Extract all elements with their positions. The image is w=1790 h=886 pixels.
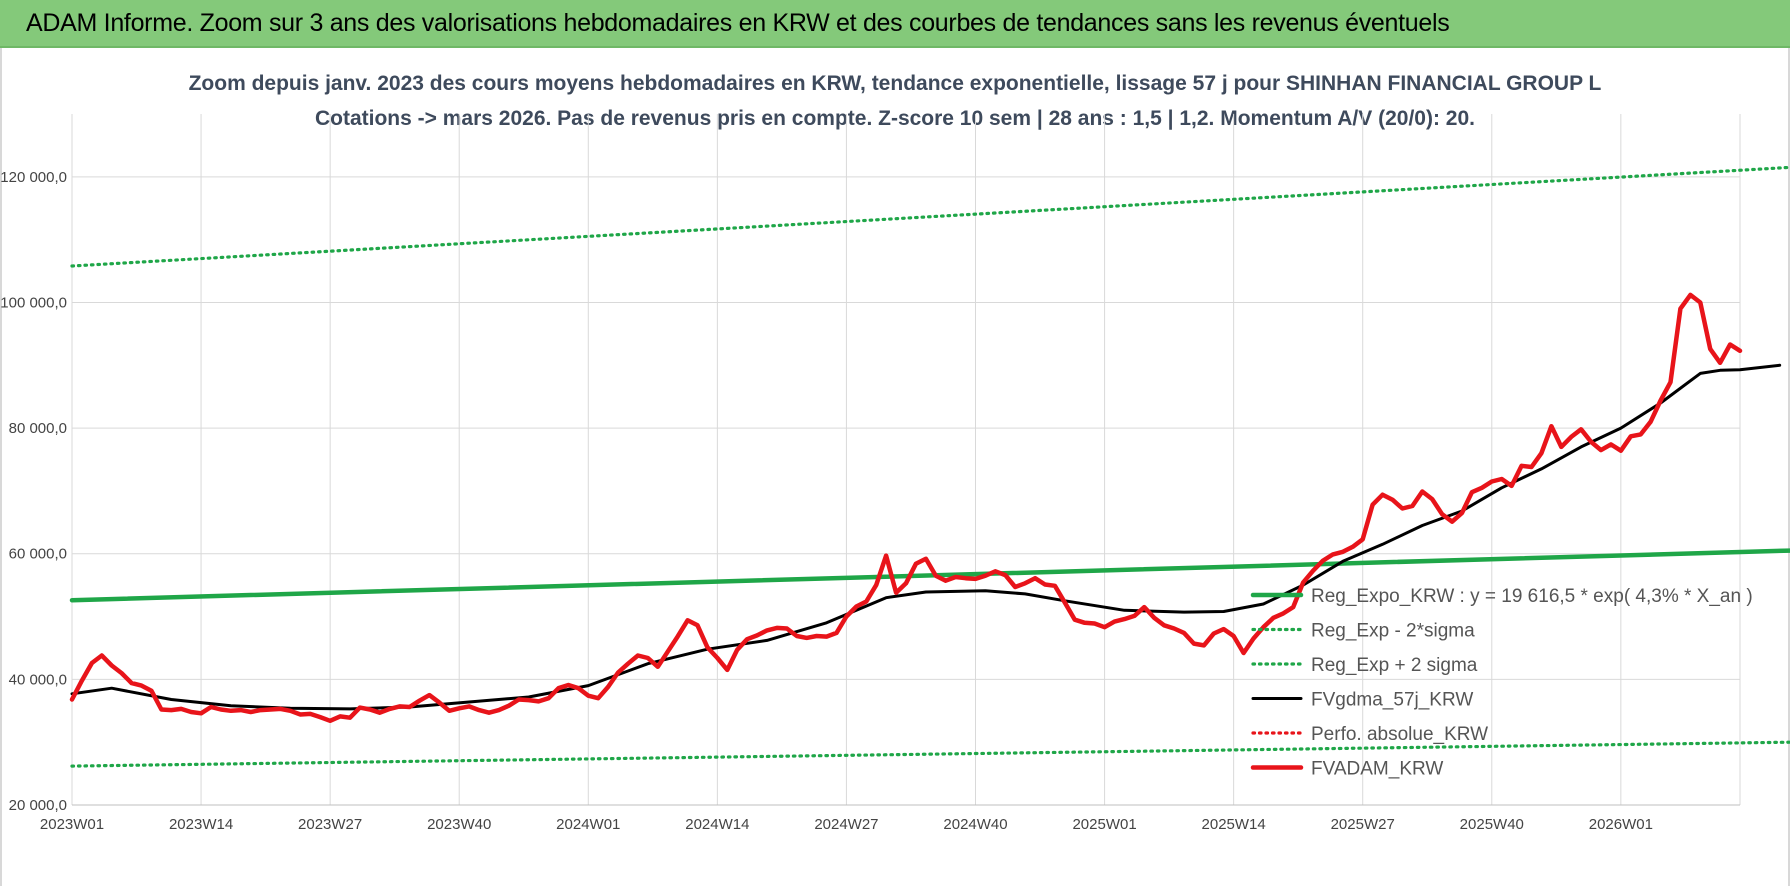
x-tick-label: 2024W27: [814, 816, 878, 833]
report-banner: ADAM Informe. Zoom sur 3 ans des valoris…: [0, 0, 1790, 48]
x-tick-label: 2025W14: [1202, 816, 1266, 833]
x-tick-label: 2025W27: [1331, 816, 1395, 833]
y-tick-label: 100 000,0: [0, 294, 67, 311]
banner-title: ADAM Informe. Zoom sur 3 ans des valoris…: [26, 8, 1450, 37]
x-tick-label: 2023W01: [40, 816, 104, 833]
legend-label: FVgdma_57j_KRW: [1311, 690, 1473, 711]
y-tick-label: 120 000,0: [0, 169, 67, 186]
x-tick-label: 2024W14: [685, 816, 749, 833]
series-group: [69, 165, 1790, 768]
legend-label: Reg_Exp + 2 sigma: [1311, 655, 1478, 676]
x-tick-label: 2023W40: [427, 816, 491, 833]
chart-title: Zoom depuis janv. 2023 des cours moyens …: [188, 72, 1602, 95]
legend: Reg_Expo_KRW : y = 19 616,5 * exp( 4,3% …: [1250, 586, 1753, 780]
legend-label: Reg_Expo_KRW : y = 19 616,5 * exp( 4,3% …: [1311, 586, 1753, 607]
legend-label: Perfo. absolue_KRW: [1311, 724, 1488, 745]
series-line-2: [70, 165, 1790, 268]
y-tick-label: 20 000,0: [9, 797, 67, 814]
series-line-5: [69, 292, 1743, 724]
y-axis-ticks: 20 000,0 40 000,0 60 000,0 80 000,0 100 000,…: [0, 169, 67, 814]
legend-label: Reg_Exp - 2*sigma: [1311, 621, 1475, 642]
x-tick-label: 2026W01: [1589, 816, 1653, 833]
legend-label: FVADAM_KRW: [1311, 759, 1443, 780]
chart-subtitle: Cotations -> mars 2026. Pas de revenus p…: [314, 107, 1475, 130]
gridlines: [71, 114, 1741, 806]
chart-frame: [0, 48, 1790, 886]
x-axis-ticks: 2023W01 2023W14 2023W27 2023W40 2024W01 2024W…: [40, 816, 1653, 833]
x-tick-label: 2023W27: [298, 816, 362, 833]
x-tick-label: 2025W40: [1460, 816, 1524, 833]
series-line-0: [69, 548, 1790, 603]
x-tick-label: 2024W01: [556, 816, 620, 833]
y-tick-label: 40 000,0: [9, 671, 67, 688]
y-tick-label: 80 000,0: [9, 420, 67, 437]
series-line-1: [70, 740, 1790, 768]
series-line-3: [70, 363, 1782, 711]
x-tick-label: 2025W01: [1072, 816, 1136, 833]
x-tick-label: 2023W14: [169, 816, 233, 833]
y-tick-label: 60 000,0: [9, 546, 67, 563]
x-tick-label: 2024W40: [943, 816, 1007, 833]
